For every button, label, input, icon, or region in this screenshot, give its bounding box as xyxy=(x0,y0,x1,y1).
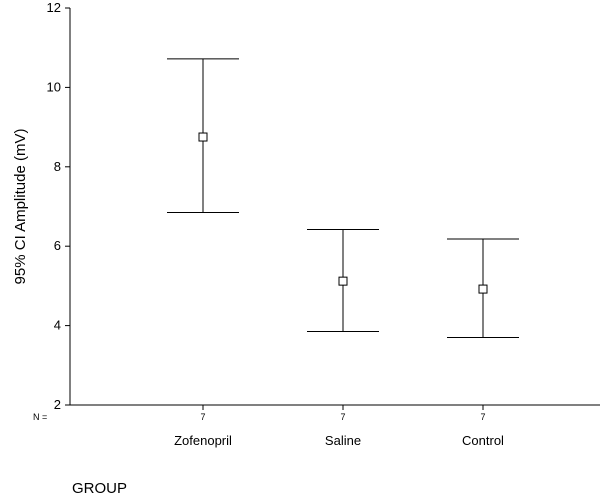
y-axis-title: 95% CI Amplitude (mV) xyxy=(12,129,29,285)
x-axis-title: GROUP xyxy=(72,480,127,497)
axes xyxy=(69,8,600,406)
n-value: 7 xyxy=(200,412,205,422)
error-bar xyxy=(307,229,379,333)
n-prefix: N = xyxy=(33,412,47,422)
y-tick-label: 4 xyxy=(54,318,61,333)
error-bar xyxy=(167,58,239,213)
category-label: Saline xyxy=(325,433,361,448)
x-ticks: 7 Zofenopril 7 Saline 7 Control xyxy=(174,405,504,448)
n-value: 7 xyxy=(340,412,345,422)
error-bar xyxy=(447,238,519,339)
y-tick-label: 6 xyxy=(54,238,61,253)
y-tick-label: 2 xyxy=(54,397,61,412)
mean-marker xyxy=(198,132,208,142)
error-bars xyxy=(167,58,519,339)
mean-marker xyxy=(478,284,488,294)
y-tick-label: 12 xyxy=(47,0,61,15)
y-tick-label: 8 xyxy=(54,159,61,174)
category-label: Zofenopril xyxy=(174,433,232,448)
category-label: Control xyxy=(462,433,504,448)
y-tick-label: 10 xyxy=(47,79,61,94)
mean-marker xyxy=(338,276,348,286)
y-ticks: 2 4 6 8 10 12 xyxy=(47,0,70,412)
n-value: 7 xyxy=(480,412,485,422)
